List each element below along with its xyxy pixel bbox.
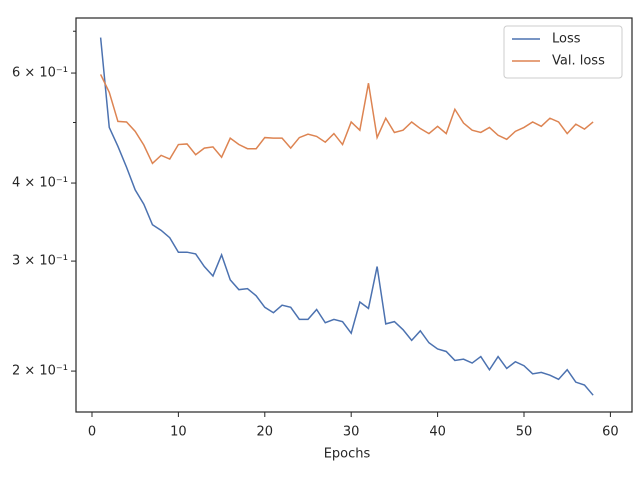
x-tick-label: 60 (602, 425, 619, 440)
y-tick-label: 2 × 10⁻¹ (12, 364, 68, 379)
x-tick-label: 50 (516, 425, 533, 440)
series-line (99, 37, 594, 396)
legend-label: Loss (552, 32, 581, 47)
y-tick-label: 4 × 10⁻¹ (12, 176, 68, 191)
legend: Loss Val. loss (503, 25, 623, 79)
legend-label: Val. loss (552, 54, 605, 69)
x-axis-label: Epochs (324, 447, 371, 462)
x-tick-label: 30 (343, 425, 360, 440)
x-tick-label: 40 (429, 425, 446, 440)
series-line (99, 74, 594, 165)
plot-frame (75, 17, 633, 413)
x-tick-label: 20 (257, 425, 274, 440)
x-tick-label: 0 (88, 425, 96, 440)
y-tick-label: 6 × 10⁻¹ (12, 66, 68, 81)
x-tick-label: 10 (170, 425, 187, 440)
y-tick-label: 3 × 10⁻¹ (12, 254, 68, 269)
